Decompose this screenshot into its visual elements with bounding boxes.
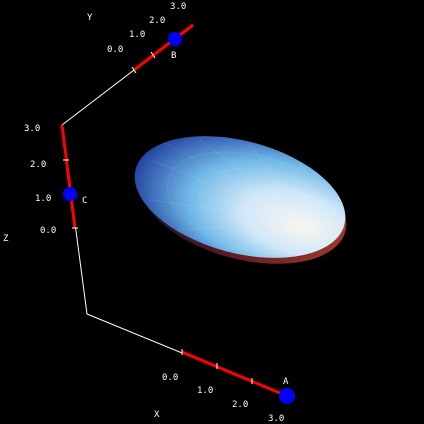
z-tick-label-1: 1.0 [35,194,51,204]
x-tick-label-3: 3.0 [268,414,284,424]
y-tick-label-2: 2.0 [149,16,165,26]
z-tick-label-3: 3.0 [24,124,40,134]
y-tick-1 [150,51,156,59]
x-tick-label-1: 1.0 [197,386,213,396]
handle-c-label: C [82,196,87,206]
y-range-segment[interactable] [133,23,194,72]
handle-b[interactable]: B [168,32,182,61]
z-tick-label-0: 0.0 [40,226,56,236]
handle-a[interactable]: A [279,377,295,404]
handle-b-dot[interactable] [168,32,182,46]
range-segments [60,23,288,398]
y-axis-labels: 0.0 1.0 2.0 3.0 Y [87,2,186,55]
handle-a-dot[interactable] [279,388,295,404]
handle-c[interactable]: C [63,187,87,206]
y-tick-label-1: 1.0 [129,30,145,40]
z-range-segment[interactable] [60,124,77,229]
z-tick-label-2: 2.0 [30,160,46,170]
x-tick-label-0: 0.0 [162,373,178,383]
x-axis-labels: 0.0 1.0 2.0 3.0 X [154,373,284,424]
z-axis-labels: 0.0 1.0 2.0 3.0 Z [3,124,56,244]
ellipsoid-surface[interactable] [121,115,359,285]
ellipsoid-body [134,136,346,258]
y-tick-label-3: 3.0 [170,2,186,12]
y-tick-label-0: 0.0 [107,45,123,55]
x-tick-label-2: 2.0 [232,400,248,410]
handle-a-label: A [283,377,289,387]
x-range-segment[interactable] [181,350,288,398]
z-axis-name: Z [3,234,9,244]
ellipsoid-facet-lines [149,139,344,256]
handle-b-label: B [171,51,176,61]
x-axis-name: X [154,410,160,420]
handle-c-dot[interactable] [63,187,77,201]
y-tick-0 [131,66,137,74]
y-axis-name: Y [87,13,93,23]
